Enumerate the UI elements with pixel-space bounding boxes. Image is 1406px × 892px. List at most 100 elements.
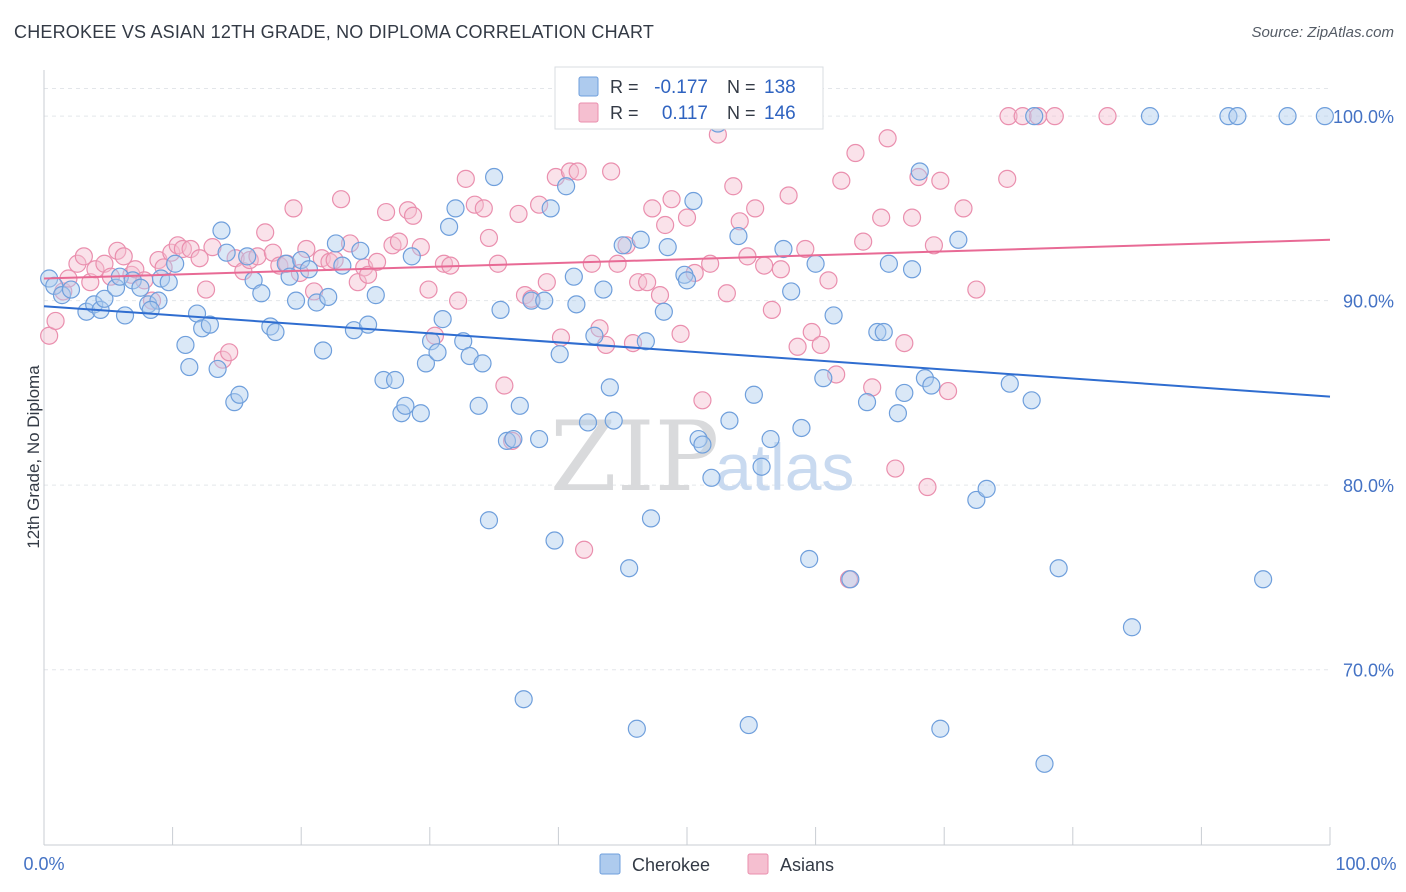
cherokee-point xyxy=(922,376,941,395)
asians-point xyxy=(746,199,765,218)
asians-point xyxy=(779,186,798,205)
cherokee-point xyxy=(530,429,549,449)
cherokee-point xyxy=(61,280,81,299)
cherokee-point xyxy=(446,199,465,218)
asians-point xyxy=(560,162,580,181)
cherokee-point xyxy=(564,267,583,286)
asians-point xyxy=(967,280,986,299)
cherokee-point xyxy=(752,457,771,476)
cherokee-point xyxy=(567,295,586,314)
cherokee-point xyxy=(358,315,378,334)
cherokee-point xyxy=(402,247,421,266)
asians-point xyxy=(802,322,821,342)
asians-point xyxy=(190,249,209,268)
cherokee-point xyxy=(895,383,914,403)
cherokee-point xyxy=(774,239,793,259)
asians-point xyxy=(173,239,192,259)
cherokee-point xyxy=(159,273,178,292)
cherokee-trend-line xyxy=(43,305,1331,398)
asians-point xyxy=(367,252,387,272)
asians-point xyxy=(650,286,670,305)
cherokee-point xyxy=(497,431,517,450)
asians-point xyxy=(376,202,396,222)
cherokee-point xyxy=(613,236,632,255)
cherokee-point xyxy=(333,256,352,275)
asians-point xyxy=(465,195,484,214)
cherokee-point xyxy=(514,690,533,709)
cherokee-point xyxy=(115,306,135,325)
asians-point xyxy=(568,162,587,181)
cherokee-point xyxy=(868,322,887,342)
cherokee-point xyxy=(491,300,510,319)
cherokee-point xyxy=(879,254,899,273)
x-axis-ticks xyxy=(43,827,1331,845)
cherokee-point xyxy=(106,278,126,297)
asians-point xyxy=(530,195,549,214)
asians-point xyxy=(846,143,865,163)
stats-swatch-cherokee xyxy=(578,76,599,97)
y-axis-title: 12th Grade, No Diploma xyxy=(24,365,43,549)
cherokee-point xyxy=(433,310,452,329)
asians-point xyxy=(762,300,781,319)
x-tick-label-max: 100.0% xyxy=(1335,854,1396,874)
asians-point xyxy=(872,208,891,227)
cherokee-point xyxy=(176,335,195,355)
asians-point xyxy=(74,247,93,266)
stats-n-label-cherokee: N = xyxy=(727,77,756,97)
cherokee-point xyxy=(1035,754,1054,773)
cherokee-point xyxy=(693,435,712,454)
asians-point xyxy=(456,169,475,188)
asians-point xyxy=(771,260,790,279)
cherokee-point xyxy=(212,221,231,240)
legend-swatch-asians xyxy=(747,853,769,875)
asians-point xyxy=(717,284,736,303)
asians-point xyxy=(918,477,937,497)
cherokee-point xyxy=(313,341,333,360)
cherokee-point xyxy=(252,284,271,303)
cherokee-point xyxy=(684,191,703,211)
asians-point xyxy=(582,254,601,273)
y-tick-label: 90.0% xyxy=(1343,292,1394,312)
asians-point xyxy=(474,199,493,218)
asians-point xyxy=(331,190,351,209)
cherokee-point xyxy=(1000,374,1019,393)
cherokee-point xyxy=(967,490,986,510)
legend-swatch-cherokee xyxy=(599,853,621,875)
cherokee-point xyxy=(931,719,950,738)
asians-point xyxy=(389,232,409,251)
asians-point xyxy=(448,291,468,310)
asians-point xyxy=(509,204,528,224)
cherokee-point xyxy=(326,234,346,253)
asians-point xyxy=(811,335,830,355)
asians-point xyxy=(1045,107,1064,126)
cherokee-point xyxy=(636,332,655,351)
cherokee-point xyxy=(545,531,564,550)
cherokee-point xyxy=(782,282,801,301)
cherokee-point xyxy=(180,357,199,377)
asians-point xyxy=(256,223,275,242)
asians-point xyxy=(297,239,316,259)
asians-point xyxy=(213,350,232,369)
asians-point xyxy=(358,265,378,284)
watermark: ZIP atlas xyxy=(550,401,854,513)
cherokee-point xyxy=(504,429,523,449)
stats-swatch-asians xyxy=(578,102,599,123)
cherokee-point xyxy=(600,378,619,397)
cherokee-point xyxy=(439,217,459,236)
y-tick-label: 100.0% xyxy=(1333,107,1394,127)
cherokee-point xyxy=(535,291,554,310)
cherokee-point xyxy=(286,291,306,310)
asians-point xyxy=(819,271,838,290)
cherokee-point xyxy=(230,385,249,404)
asians-point xyxy=(755,256,774,275)
cherokee-point xyxy=(208,359,227,379)
asians-point xyxy=(724,177,743,196)
stats-r-label-cherokee: R = xyxy=(610,77,639,97)
stats-n-value-cherokee: 138 xyxy=(764,77,796,98)
cherokee-point xyxy=(1254,570,1273,589)
asians-point xyxy=(608,254,627,273)
cherokee-point xyxy=(902,260,922,279)
asians-point xyxy=(290,263,310,283)
watermark-atlas: atlas xyxy=(715,430,854,504)
cherokee-point xyxy=(52,286,72,305)
